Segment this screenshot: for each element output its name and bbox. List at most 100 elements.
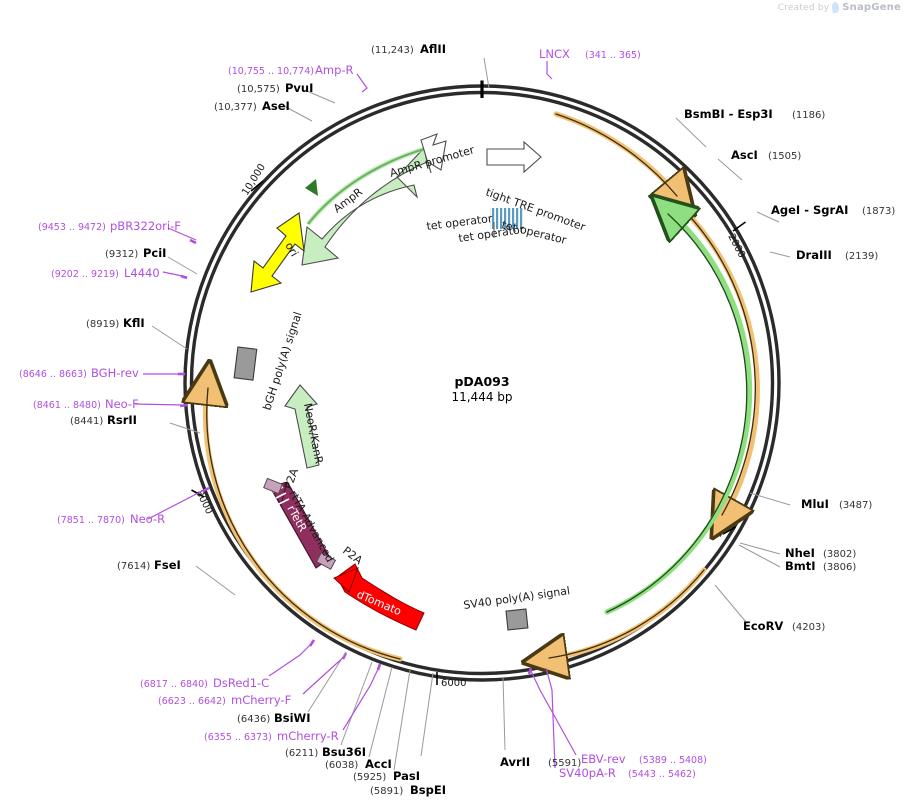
enzyme-name: AseI xyxy=(262,99,290,113)
feature-arcs xyxy=(205,111,760,659)
enzyme-site-bsiwi[interactable]: (6436) BsiWI xyxy=(237,711,311,725)
primer-pbr322ori-f[interactable]: (9453 .. 9472) pBR322ori-F xyxy=(38,219,181,233)
enzyme-site-bsmbi-esp3i[interactable]: BsmBI - Esp3I (1186) xyxy=(684,107,825,121)
enzyme-name: BmtI xyxy=(785,559,816,573)
primer-name: pBR322ori-F xyxy=(110,219,181,233)
enzyme-position: (4203) xyxy=(792,622,825,633)
primer-name: DsRed1-C xyxy=(213,676,269,690)
enzyme-position: (3487) xyxy=(839,500,872,511)
feature-sv40-polya: SV40 poly(A) signal xyxy=(463,584,571,631)
enzyme-name: FseI xyxy=(154,558,181,572)
feature-label-sv40-polya: SV40 poly(A) signal xyxy=(463,584,571,612)
primer-mcherry-r[interactable]: (6355 .. 6373) mCherry-R xyxy=(204,729,339,743)
enzyme-site-ecorv[interactable]: EcoRV (4203) xyxy=(743,619,825,633)
enzyme-position: (7614) xyxy=(117,561,150,572)
primer-mcherry-f[interactable]: (6623 .. 6642) mCherry-F xyxy=(158,693,291,707)
primer-range: (5443 .. 5462) xyxy=(628,769,696,780)
primer-range: (6817 .. 6840) xyxy=(140,679,208,690)
feature-label-ori: ori xyxy=(282,240,300,259)
primer-lncx[interactable]: LNCX (341 .. 365) xyxy=(539,47,641,61)
enzyme-name: NheI xyxy=(785,546,815,560)
enzyme-site-bsu36i[interactable]: (6211) Bsu36I xyxy=(285,745,366,759)
primer-name: BGH-rev xyxy=(91,366,139,380)
ruler-tick-6000: 6000 xyxy=(436,672,466,689)
primer-neo-r[interactable]: (7851 .. 7870) Neo-R xyxy=(57,512,165,526)
page-title: pDA093 xyxy=(454,374,509,389)
primer-leader-lines xyxy=(134,61,577,769)
feature-dtomato: dTomato xyxy=(333,563,425,631)
enzyme-name: Bsu36I xyxy=(322,745,366,759)
enzyme-name: PvuI xyxy=(285,81,313,95)
primer-name: SV40pA-R xyxy=(559,766,616,780)
enzyme-name: RsrII xyxy=(107,413,137,427)
enzyme-site-rsrii[interactable]: (8441) RsrII xyxy=(70,413,137,427)
enzyme-name: KflI xyxy=(123,316,145,330)
primer-range: (6623 .. 6642) xyxy=(158,696,226,707)
enzyme-name: AgeI - SgrAI xyxy=(771,203,848,217)
enzyme-site-asci[interactable]: AscI (1505) xyxy=(731,148,801,162)
primer-name: EBV-rev xyxy=(581,752,626,766)
enzyme-site-acci[interactable]: (6038) AccI xyxy=(325,757,392,771)
enzyme-site-pasi[interactable]: (5925) PasI xyxy=(353,769,420,783)
enzyme-name: MluI xyxy=(801,497,829,511)
primer-range: (10,755 .. 10,774) xyxy=(228,66,314,77)
enzyme-site-bmti[interactable]: BmtI (3806) xyxy=(785,559,856,573)
primer-name: Neo-F xyxy=(105,397,139,411)
enzyme-site-avrii[interactable]: AvrII (5591) xyxy=(500,755,581,769)
enzyme-site-pcii[interactable]: (9312) PciI xyxy=(105,246,166,260)
tet-operator-hatched-box xyxy=(490,208,523,229)
primer-amp-r[interactable]: (10,755 .. 10,774) Amp-R xyxy=(228,63,354,77)
feature-p2a-box-lower xyxy=(315,552,337,570)
enzyme-site-draiii[interactable]: DraIII (2139) xyxy=(796,248,878,262)
enzyme-labels: (11,243) AflII BsmBI - Esp3I (1186) AscI… xyxy=(70,42,895,797)
enzyme-site-agei-sgrai[interactable]: AgeI - SgrAI (1873) xyxy=(771,203,895,217)
primer-labels: LNCX (341 .. 365) (10,755 .. 10,774) Amp… xyxy=(19,47,707,780)
primer-dsred1-c[interactable]: (6817 .. 6840) DsRed1-C xyxy=(140,676,269,690)
enzyme-position: (9312) xyxy=(105,249,138,260)
feature-neor-kanr: NeoR/KanR xyxy=(284,384,326,469)
enzyme-name: BsmBI - Esp3I xyxy=(684,107,773,121)
enzyme-position: (5925) xyxy=(353,772,386,783)
primer-name: Neo-R xyxy=(130,512,165,526)
enzyme-name: AvrII xyxy=(500,755,530,769)
enzyme-site-asei[interactable]: (10,377) AseI xyxy=(214,99,290,113)
enzyme-site-aflii[interactable]: (11,243) AflII xyxy=(371,42,446,56)
enzyme-position: (6436) xyxy=(237,714,270,725)
primer-name: mCherry-R xyxy=(277,729,339,743)
watermark-brand: SnapGene xyxy=(842,2,901,13)
watermark-prefix: Created by xyxy=(777,2,830,13)
enzyme-leader-lines xyxy=(151,57,791,771)
primer-name: L4440 xyxy=(124,266,160,280)
primer-sv40pa-r[interactable]: SV40pA-R (5443 .. 5462) xyxy=(559,766,696,780)
primer-neo-f[interactable]: (8461 .. 8480) Neo-F xyxy=(33,397,139,411)
enzyme-site-pvui[interactable]: (10,575) PvuI xyxy=(237,81,313,95)
enzyme-position: (3806) xyxy=(823,562,856,573)
enzyme-position: (5891) xyxy=(370,786,403,797)
enzyme-name: PciI xyxy=(143,246,166,260)
primer-bgh-rev[interactable]: (8646 .. 8663) BGH-rev xyxy=(19,366,139,380)
enzyme-position: (6038) xyxy=(325,760,358,771)
enzyme-name: EcoRV xyxy=(743,619,783,633)
enzyme-site-bspei[interactable]: (5891) BspEI xyxy=(370,783,446,797)
enzyme-position: (1873) xyxy=(862,206,895,217)
snapgene-watermark: Created by SnapGene xyxy=(777,1,901,14)
primer-name: LNCX xyxy=(539,47,570,61)
enzyme-position: (6211) xyxy=(285,748,318,759)
primer-ebv-rev[interactable]: EBV-rev (5389 .. 5408) xyxy=(581,752,707,766)
enzyme-position: (5591) xyxy=(548,758,581,769)
enzyme-site-mlui[interactable]: MluI (3487) xyxy=(801,497,872,511)
enzyme-site-nhei[interactable]: NheI (3802) xyxy=(785,546,856,560)
enzyme-site-fsei[interactable]: (7614) FseI xyxy=(117,558,181,572)
primer-name: mCherry-F xyxy=(231,693,291,707)
primer-backbone-marks xyxy=(178,238,549,675)
primer-range: (8646 .. 8663) xyxy=(19,369,87,380)
primer-range: (9202 .. 9219) xyxy=(51,269,119,280)
enzyme-site-kfli[interactable]: (8919) KflI xyxy=(86,316,145,330)
primer-name: Amp-R xyxy=(315,63,354,77)
primer-l4440[interactable]: (9202 .. 9219) L4440 xyxy=(51,266,160,280)
plasmid-title-group: pDA093 11,444 bp xyxy=(451,374,512,404)
feature-rtta-cassette: P2A rTetR rtTA-Advanced P2A xyxy=(263,466,365,570)
enzyme-name: BspEI xyxy=(410,783,446,797)
